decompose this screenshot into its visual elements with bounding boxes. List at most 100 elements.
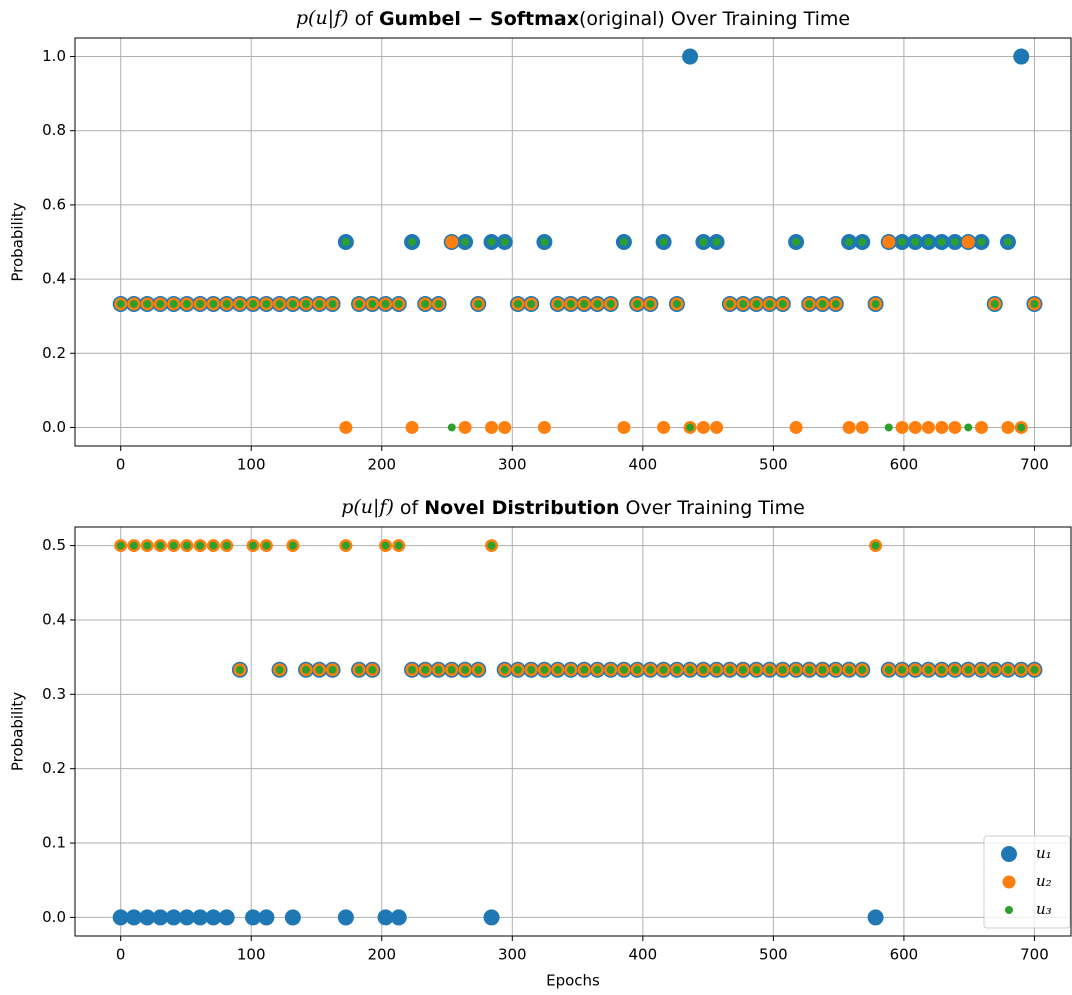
point: [725, 665, 734, 674]
point: [315, 299, 324, 308]
point: [394, 299, 403, 308]
point: [196, 299, 205, 308]
point: [341, 541, 350, 550]
point: [169, 541, 178, 550]
x-tick-label: 300: [498, 946, 527, 964]
y-tick-label: 0.1: [42, 834, 66, 852]
point: [275, 665, 284, 674]
point: [165, 909, 182, 926]
x-tick-label: 200: [367, 946, 396, 964]
point: [337, 909, 354, 926]
point: [699, 665, 708, 674]
point: [937, 665, 946, 674]
point: [249, 299, 258, 308]
title-part: Novel Distribution: [424, 497, 619, 519]
legend-box: [983, 835, 1071, 929]
point: [831, 665, 840, 674]
x-tick-label: 200: [367, 456, 396, 474]
point: [527, 665, 536, 674]
point: [394, 541, 403, 550]
point: [302, 665, 311, 674]
legend-marker: [1005, 906, 1013, 914]
legend-marker: [1001, 846, 1017, 862]
point: [498, 420, 512, 434]
point: [672, 665, 681, 674]
point: [884, 423, 893, 432]
point: [1003, 238, 1012, 246]
point: [937, 238, 946, 246]
point: [580, 665, 589, 674]
title-part: of: [394, 497, 424, 519]
point: [447, 423, 456, 432]
x-tick-label: 500: [759, 946, 788, 964]
point: [288, 541, 297, 550]
point: [964, 665, 973, 674]
point: [990, 299, 999, 308]
y-tick-label: 1.0: [42, 47, 66, 65]
point: [218, 909, 235, 926]
point: [116, 541, 125, 550]
point: [112, 909, 129, 926]
point: [275, 299, 284, 308]
point: [765, 299, 774, 308]
point: [169, 299, 178, 308]
point: [461, 238, 470, 246]
point: [712, 238, 721, 246]
point: [1017, 665, 1026, 674]
axes-frame: [74, 37, 1072, 447]
point: [867, 909, 884, 926]
point: [116, 299, 125, 308]
point: [778, 299, 787, 308]
point: [262, 541, 271, 550]
y-tick-label: 0.4: [42, 270, 66, 288]
point: [302, 299, 311, 308]
point: [935, 420, 949, 434]
point: [858, 238, 867, 246]
point: [553, 665, 562, 674]
point: [513, 299, 522, 308]
point: [500, 665, 509, 674]
point: [1017, 423, 1026, 432]
point: [898, 665, 907, 674]
point: [566, 299, 575, 308]
point: [924, 665, 933, 674]
point: [842, 420, 856, 434]
y-tick-label: 0.8: [42, 121, 66, 139]
point: [633, 665, 642, 674]
title-part: (original) Over Training Time: [579, 8, 850, 30]
y-tick-label: 0.5: [42, 536, 66, 554]
point: [209, 299, 218, 308]
point: [948, 420, 962, 434]
point: [657, 420, 671, 434]
point: [725, 299, 734, 308]
point: [434, 299, 443, 308]
point: [739, 299, 748, 308]
x-tick-label: 100: [237, 946, 266, 964]
point: [831, 299, 840, 308]
y-tick-label: 0.3: [42, 685, 66, 703]
point: [921, 420, 935, 434]
point: [487, 541, 496, 550]
point: [235, 299, 244, 308]
x-tick-label: 600: [890, 456, 919, 474]
point: [646, 299, 655, 308]
point: [1030, 665, 1039, 674]
point: [805, 665, 814, 674]
point: [805, 299, 814, 308]
point: [245, 909, 262, 926]
point: [377, 909, 394, 926]
title-part: of: [349, 8, 379, 30]
point: [1030, 299, 1039, 308]
point: [659, 238, 668, 246]
point: [818, 665, 827, 674]
y-tick-label: 0.2: [42, 344, 66, 362]
point: [974, 420, 988, 434]
point: [752, 665, 761, 674]
point: [368, 665, 377, 674]
chart-title: p(u|f) of Gumbel − Softmax(original) Ove…: [296, 7, 850, 30]
point: [619, 238, 628, 246]
point: [222, 299, 231, 308]
point: [617, 420, 631, 434]
point: [699, 238, 708, 246]
